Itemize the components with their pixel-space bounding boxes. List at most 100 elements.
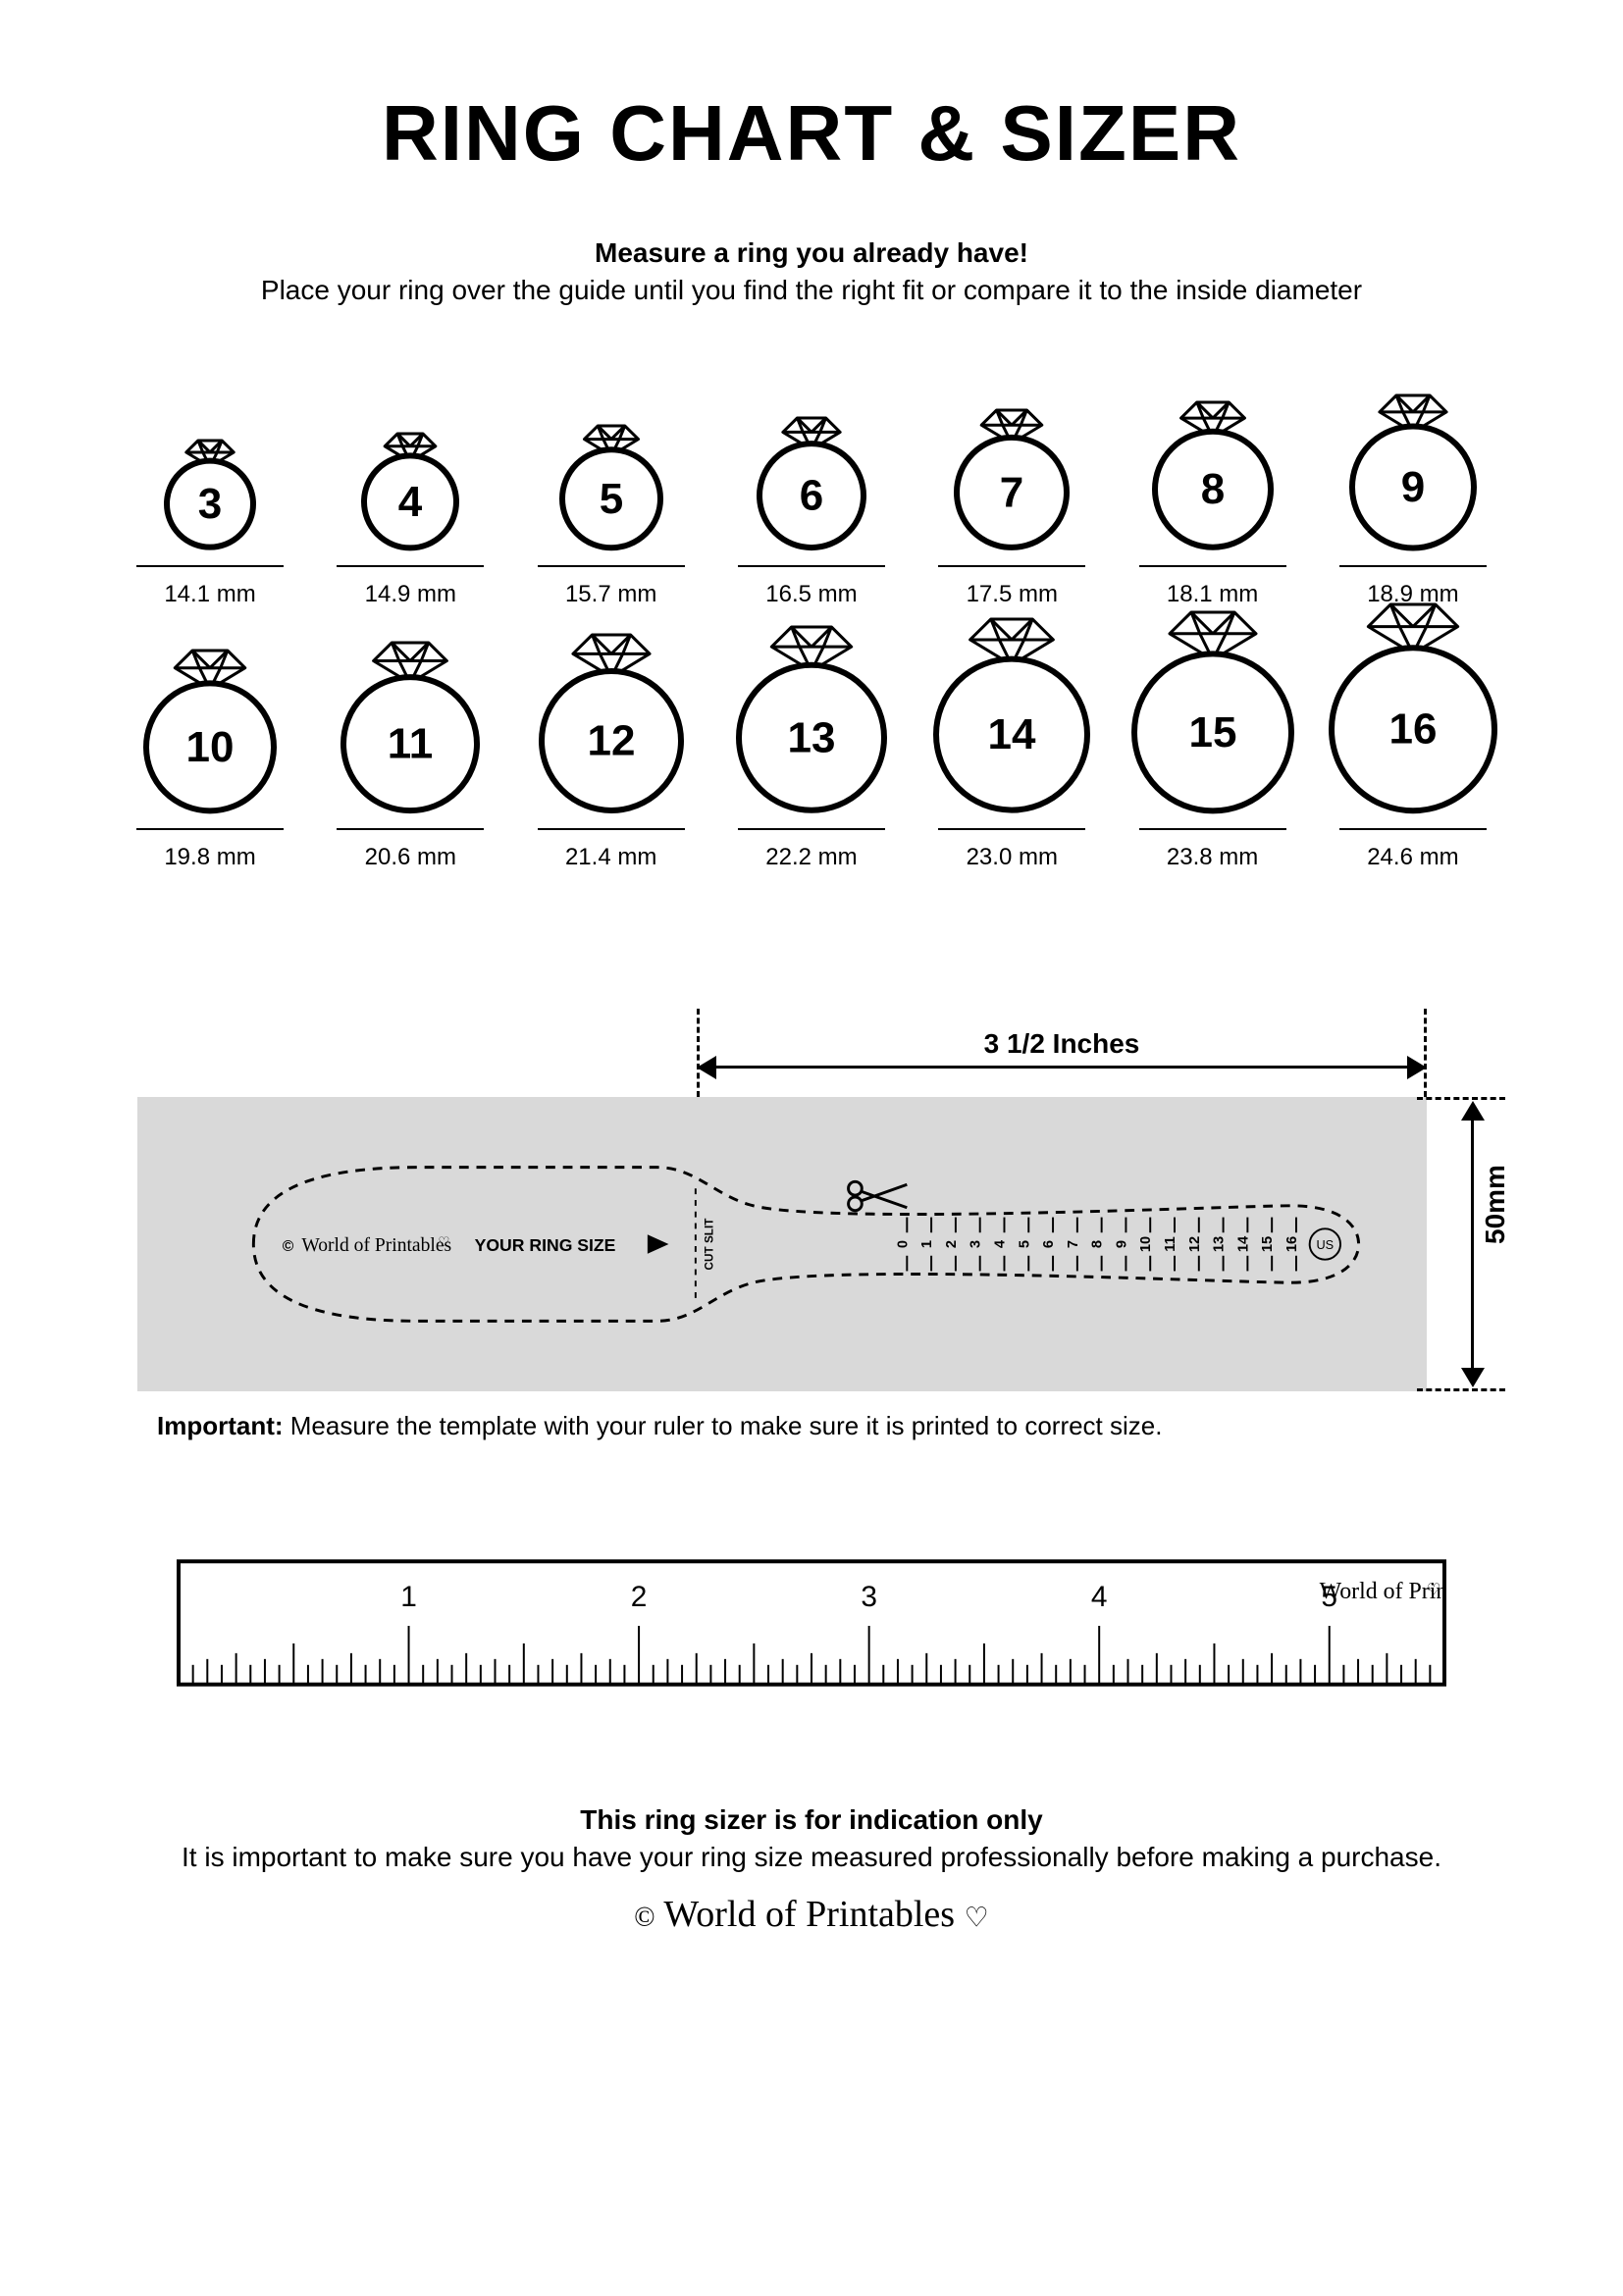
ring-mm-label: 18.1 mm [1167, 581, 1258, 608]
svg-text:7: 7 [1066, 1240, 1081, 1248]
ring-mm-label: 19.8 mm [164, 844, 255, 871]
subtitle-bold: Measure a ring you already have! [118, 237, 1505, 269]
svg-text:♡: ♡ [438, 1234, 449, 1249]
ring-icon: 3 [161, 439, 259, 551]
ring-size-number: 16 [1388, 705, 1437, 754]
ring-cell: 15 23.8 mm [1121, 638, 1305, 871]
strip-ticks: 012345678910111213141516 [895, 1218, 1300, 1272]
ring-icon: 4 [358, 432, 462, 551]
ring-mm-label: 20.6 mm [365, 844, 456, 871]
page-title: RING CHART & SIZER [118, 88, 1505, 179]
width-label: 3 1/2 Inches [697, 1028, 1427, 1060]
ring-size-number: 15 [1188, 708, 1236, 757]
ring-mm-label: 22.2 mm [765, 844, 857, 871]
svg-text:3: 3 [861, 1581, 877, 1613]
svg-text:14: 14 [1235, 1235, 1251, 1252]
ring-icon: 9 [1346, 393, 1480, 552]
ring-mm-label: 23.8 mm [1167, 844, 1258, 871]
ring-size-number: 11 [388, 720, 434, 768]
your-ring-size-label: YOUR RING SIZE [475, 1235, 616, 1255]
subtitle: Place your ring over the guide until you… [118, 275, 1505, 306]
svg-text:2: 2 [944, 1240, 960, 1248]
important-note: Important: Measure the template with you… [137, 1411, 1486, 1441]
sizer-strip-svg: CUT SLIT © World of Printables ♡ YOUR RI… [177, 1146, 1387, 1342]
ring-cell: 7 17.5 mm [919, 375, 1104, 608]
ring-icon: 10 [140, 649, 280, 814]
ring-mm-label: 21.4 mm [565, 844, 656, 871]
ring-size-number: 3 [198, 481, 222, 529]
ring-mm-label: 15.7 mm [565, 581, 656, 608]
ring-icon: 15 [1128, 610, 1297, 814]
svg-text:2: 2 [631, 1581, 648, 1613]
ring-size-number: 8 [1200, 466, 1224, 514]
svg-text:©: © [283, 1238, 294, 1255]
ring-cell: 12 21.4 mm [519, 638, 704, 871]
cut-slit-label: CUT SLIT [703, 1218, 715, 1271]
ring-cell: 8 18.1 mm [1121, 375, 1305, 608]
rings-grid: 3 14.1 mm 4 14.9 mm [118, 375, 1505, 871]
svg-text:1: 1 [400, 1581, 417, 1613]
height-label: 50mm [1480, 1165, 1511, 1244]
ring-icon: 8 [1149, 400, 1277, 551]
svg-text:12: 12 [1187, 1236, 1203, 1252]
svg-text:13: 13 [1212, 1236, 1228, 1252]
ring-icon: 14 [930, 617, 1093, 814]
ring-cell: 14 23.0 mm [919, 638, 1104, 871]
ring-size-number: 5 [599, 475, 622, 523]
ring-icon: 11 [338, 641, 483, 814]
ring-icon: 6 [754, 416, 869, 551]
svg-text:♡: ♡ [1427, 1582, 1440, 1598]
ring-mm-label: 17.5 mm [967, 581, 1058, 608]
svg-text:3: 3 [969, 1240, 984, 1248]
svg-text:0: 0 [895, 1240, 911, 1248]
ring-mm-label: 23.0 mm [967, 844, 1058, 871]
ring-cell: 3 14.1 mm [118, 375, 302, 608]
ring-cell: 9 18.9 mm [1321, 375, 1505, 608]
strip-brand: World of Printables [301, 1235, 451, 1256]
ring-mm-label: 16.5 mm [765, 581, 857, 608]
height-guide: 50mm [1427, 1097, 1515, 1391]
ring-size-number: 6 [800, 472, 823, 520]
footer: This ring sizer is for indication only I… [118, 1804, 1505, 1936]
ring-size-number: 13 [787, 714, 835, 762]
ring-icon: 7 [951, 408, 1073, 551]
scissors-icon [849, 1181, 908, 1210]
svg-text:11: 11 [1163, 1236, 1178, 1252]
svg-text:9: 9 [1114, 1240, 1129, 1248]
svg-text:4: 4 [992, 1239, 1008, 1248]
ring-cell: 13 22.2 mm [719, 638, 904, 871]
us-label: US [1317, 1237, 1335, 1252]
svg-text:15: 15 [1260, 1236, 1276, 1252]
ring-cell: 6 16.5 mm [719, 375, 904, 608]
strip-box: CUT SLIT © World of Printables ♡ YOUR RI… [137, 1097, 1427, 1391]
ring-cell: 10 19.8 mm [118, 638, 302, 871]
ring-mm-label: 14.1 mm [164, 581, 255, 608]
ring-icon: 13 [733, 625, 890, 814]
footer-bold: This ring sizer is for indication only [118, 1804, 1505, 1836]
ring-cell: 5 15.7 mm [519, 375, 704, 608]
ring-size-number: 9 [1401, 463, 1425, 511]
footer-brand: © World of Printables ♡ [118, 1893, 1505, 1936]
ring-icon: 12 [536, 633, 687, 814]
ring-cell: 11 20.6 mm [318, 638, 502, 871]
ring-icon: 16 [1326, 602, 1500, 814]
svg-text:4: 4 [1091, 1581, 1108, 1613]
sizer-section: 3 1/2 Inches CUT SLIT © World of Printab… [137, 1028, 1486, 1441]
ruler: 12345 World of Printables ♡ [177, 1559, 1446, 1687]
ring-size-number: 10 [186, 723, 235, 771]
ring-size-number: 12 [587, 717, 635, 765]
svg-text:16: 16 [1284, 1236, 1300, 1252]
ring-mm-label: 14.9 mm [365, 581, 456, 608]
svg-text:1: 1 [919, 1240, 935, 1248]
ring-cell: 16 24.6 mm [1321, 638, 1505, 871]
ring-cell: 4 14.9 mm [318, 375, 502, 608]
ring-size-number: 7 [1000, 469, 1023, 517]
svg-text:8: 8 [1090, 1240, 1106, 1248]
ring-size-number: 14 [988, 711, 1036, 759]
svg-text:5: 5 [1017, 1240, 1032, 1248]
ring-icon: 5 [556, 424, 666, 551]
ring-mm-label: 24.6 mm [1367, 844, 1458, 871]
footer-text: It is important to make sure you have yo… [118, 1842, 1505, 1873]
svg-text:6: 6 [1041, 1240, 1057, 1248]
svg-text:10: 10 [1138, 1236, 1154, 1252]
